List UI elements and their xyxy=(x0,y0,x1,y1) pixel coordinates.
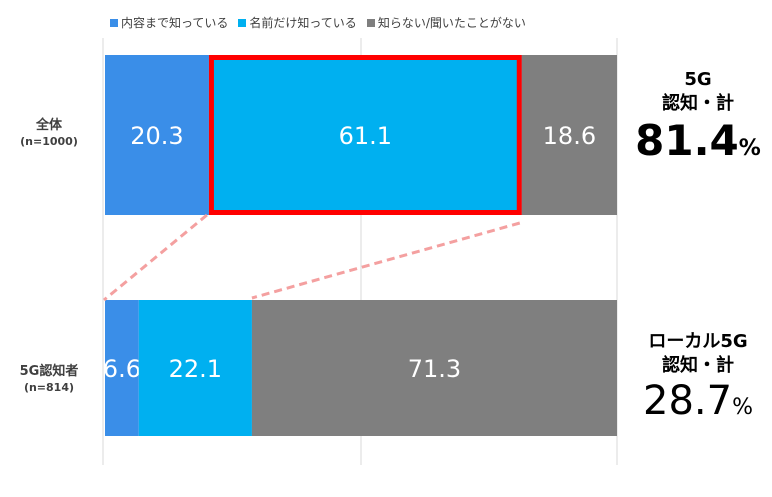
summary-local5g-title-1: ローカル5G xyxy=(648,331,748,352)
summary-local5g-value: 28.7 xyxy=(643,378,733,424)
row-label-all-n: (n=1000) xyxy=(20,135,78,148)
summary-5g-value-line: 81.4% xyxy=(624,116,772,165)
row-label-5g-aware-name: 5G認知者 xyxy=(19,364,79,379)
data-label-row1-series0: 6.6 xyxy=(103,355,141,383)
data-label-row0-series2: 18.6 xyxy=(543,122,596,150)
summary-5g-unit: % xyxy=(738,136,761,161)
summary-5g-awareness: 5G 認知・計 81.4% xyxy=(624,68,772,165)
legend-label-detail: 内容まで知っている xyxy=(121,16,229,30)
legend: 内容まで知っている 名前だけ知っている 知らない/聞いたことがない xyxy=(110,14,526,31)
row-label-5g-aware: 5G認知者 (n=814) xyxy=(0,360,98,394)
data-label-row1-series1: 22.1 xyxy=(169,355,222,383)
bar-row0-series1 xyxy=(208,55,522,215)
legend-label-unknown: 知らない/聞いたことがない xyxy=(377,16,526,30)
summary-local5g-value-line: 28.7% xyxy=(624,378,772,424)
data-label-row0-series0: 20.3 xyxy=(130,122,183,150)
legend-item-unknown: 知らない/聞いたことがない xyxy=(366,14,526,31)
data-label-row0-series1: 61.1 xyxy=(339,122,392,150)
row-label-5g-aware-n: (n=814) xyxy=(23,381,75,394)
summary-local5g-unit: % xyxy=(732,395,753,420)
bar-row0-series0 xyxy=(105,55,209,215)
row-label-all: 全体 (n=1000) xyxy=(0,114,98,148)
row-label-all-name: 全体 xyxy=(35,118,62,133)
legend-label-name-only: 名前だけ知っている xyxy=(249,16,357,30)
data-label-row1-series2: 71.3 xyxy=(408,355,461,383)
legend-swatch-name-only xyxy=(238,18,247,27)
summary-local5g-title-2: 認知・計 xyxy=(662,355,734,376)
bar-row1-series0 xyxy=(105,300,139,436)
summary-5g-title-1: 5G xyxy=(684,69,712,90)
legend-item-name-only: 名前だけ知っている xyxy=(238,14,357,31)
bar-row0-series2 xyxy=(521,55,617,215)
connector-right xyxy=(251,221,521,300)
summary-5g-title-2: 認知・計 xyxy=(662,93,734,114)
bar-row1-series1 xyxy=(138,300,252,436)
connector-left xyxy=(103,213,208,302)
legend-swatch-detail xyxy=(110,18,118,27)
legend-item-detail: 内容まで知っている xyxy=(110,14,228,31)
legend-swatch-unknown xyxy=(366,18,375,27)
summary-local5g-awareness: ローカル5G 認知・計 28.7% xyxy=(624,330,772,424)
summary-5g-value: 81.4 xyxy=(635,116,739,165)
bar-row1-series2 xyxy=(251,300,617,436)
highlight-box xyxy=(208,55,522,215)
